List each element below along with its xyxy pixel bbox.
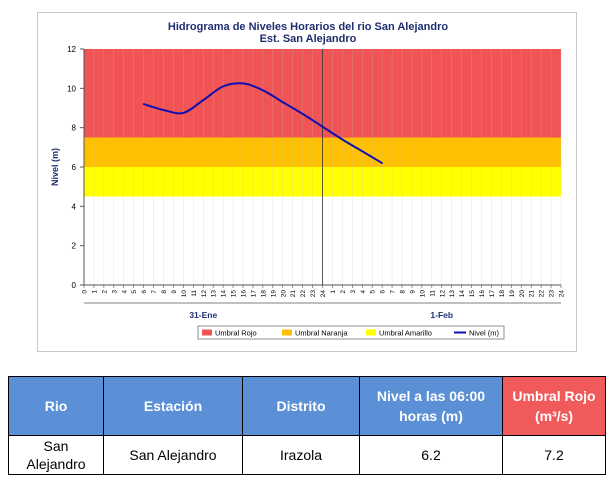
legend-swatch xyxy=(202,329,212,336)
x-tick-label: 13 xyxy=(449,290,456,298)
x-tick-label: 6 xyxy=(141,290,148,294)
header-nivel: Nivel a las 06:00 horas (m) xyxy=(359,376,503,436)
x-tick-label: 4 xyxy=(121,290,128,294)
x-tick-label: 11 xyxy=(191,290,198,297)
x-tick-label: 8 xyxy=(400,290,407,294)
x-tick-label: 23 xyxy=(310,290,317,298)
cell-rio: San Alejandro xyxy=(8,435,104,475)
hydrograph-chart: Hidrograma de Niveles Horarios del rio S… xyxy=(37,12,577,352)
y-tick-label: 2 xyxy=(72,242,77,251)
data-point xyxy=(281,101,284,103)
x-tick-label: 8 xyxy=(161,290,168,294)
legend-box xyxy=(197,325,505,340)
legend-label: Umbral Naranja xyxy=(295,329,348,338)
x-tick-label: 22 xyxy=(539,290,546,298)
station-table: Rio Estación Distrito Nivel a las 06:00 … xyxy=(8,376,606,475)
x-tick-label: 2 xyxy=(101,290,108,294)
x-tick-label: 21 xyxy=(290,290,297,298)
header-estacion: Estación xyxy=(103,376,243,436)
cell-nivel: 6.2 xyxy=(359,435,503,475)
chart-title: Hidrograma de Niveles Horarios del rio S… xyxy=(168,21,448,33)
legend-label: Nivel (m) xyxy=(469,329,499,338)
y-tick-label: 6 xyxy=(72,163,77,172)
x-tick-label: 16 xyxy=(241,290,248,298)
x-tick-label: 18 xyxy=(260,290,267,298)
header-umbral-rojo: Umbral Rojo (m³/s) xyxy=(502,376,606,436)
data-point xyxy=(162,109,165,111)
legend-label: Umbral Amarillo xyxy=(379,329,432,338)
x-tick-label: 11 xyxy=(429,290,436,297)
y-tick-label: 8 xyxy=(72,124,77,133)
x-tick-label: 6 xyxy=(380,290,387,294)
y-tick-label: 12 xyxy=(67,45,76,54)
x-tick-label: 17 xyxy=(250,290,257,298)
x-tick-label: 7 xyxy=(151,290,158,294)
x-tick-label: 15 xyxy=(231,290,238,298)
x-tick-label: 16 xyxy=(479,290,486,298)
day-label: 1-Feb xyxy=(430,310,453,320)
x-tick-label: 12 xyxy=(439,290,446,298)
x-tick-label: 3 xyxy=(350,290,357,294)
chart-subtitle: Est. San Alejandro xyxy=(260,33,357,45)
data-point xyxy=(341,138,344,141)
data-point xyxy=(361,150,364,153)
x-tick-label: 21 xyxy=(529,290,536,298)
y-axis-label: Nivel (m) xyxy=(50,148,60,186)
data-point xyxy=(182,112,185,114)
x-tick-label: 1 xyxy=(91,290,98,294)
x-tick-label: 7 xyxy=(390,290,397,294)
y-tick-label: 0 xyxy=(72,281,77,290)
x-tick-label: 9 xyxy=(409,290,416,294)
chart-canvas: Hidrograma de Niveles Horarios del rio S… xyxy=(50,21,566,340)
legend-swatch xyxy=(282,329,292,336)
x-tick-label: 24 xyxy=(320,290,327,298)
x-tick-label: 20 xyxy=(280,290,287,298)
x-tick-label: 20 xyxy=(519,290,526,298)
data-point xyxy=(242,82,244,85)
x-tick-label: 2 xyxy=(340,290,347,294)
data-point xyxy=(222,85,224,88)
x-tick-label: 5 xyxy=(370,290,377,294)
x-tick-label: 19 xyxy=(509,290,516,298)
x-tick-label: 15 xyxy=(469,290,476,298)
data-point xyxy=(321,125,324,128)
cell-distrito: Irazola xyxy=(242,435,360,475)
x-tick-label: 4 xyxy=(360,290,367,294)
x-tick-label: 1 xyxy=(330,290,337,294)
x-tick-label: 3 xyxy=(111,290,118,294)
x-tick-label: 9 xyxy=(171,290,178,294)
data-point xyxy=(301,113,304,115)
header-distrito: Distrito xyxy=(242,376,360,436)
x-tick-label: 14 xyxy=(221,290,228,298)
day-label: 31-Ene xyxy=(189,310,217,320)
legend-swatch xyxy=(366,329,376,336)
x-tick-label: 19 xyxy=(270,290,277,298)
x-tick-label: 13 xyxy=(211,290,218,298)
x-tick-label: 14 xyxy=(459,290,466,298)
table-header-row: Rio Estación Distrito Nivel a las 06:00 … xyxy=(8,376,606,436)
header-rio: Rio xyxy=(8,376,104,436)
cell-umbral-rojo: 7.2 xyxy=(502,435,606,475)
data-point xyxy=(142,103,145,105)
x-tick-label: 0 xyxy=(82,290,89,294)
x-tick-label: 10 xyxy=(181,290,188,298)
x-tick-label: 5 xyxy=(131,290,138,294)
data-point xyxy=(381,162,383,164)
x-tick-label: 22 xyxy=(300,290,307,298)
cell-estacion: San Alejandro xyxy=(103,435,243,475)
x-tick-label: 17 xyxy=(489,290,496,298)
x-tick-label: 10 xyxy=(419,290,426,298)
x-tick-label: 18 xyxy=(499,290,506,298)
x-tick-label: 12 xyxy=(201,290,208,298)
data-point xyxy=(202,99,205,101)
data-point xyxy=(262,89,264,92)
legend-label: Umbral Rojo xyxy=(215,329,257,338)
x-tick-label: 23 xyxy=(549,290,556,298)
y-tick-label: 4 xyxy=(72,202,77,211)
x-tick-label: 24 xyxy=(559,290,566,298)
table-row: San Alejandro San Alejandro Irazola 6.2 … xyxy=(8,435,606,475)
y-tick-label: 10 xyxy=(67,84,76,93)
